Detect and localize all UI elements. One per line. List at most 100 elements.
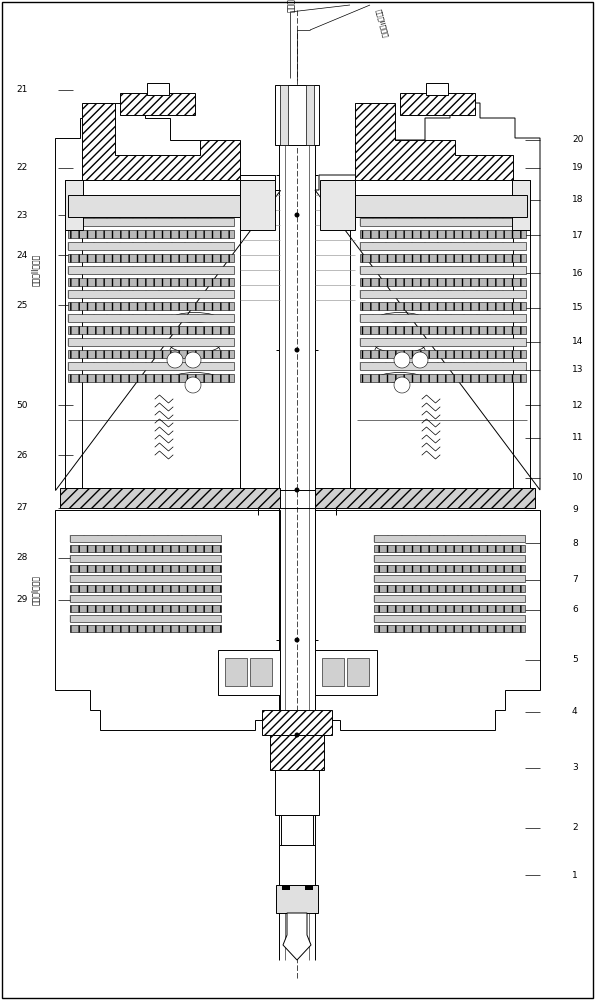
Bar xyxy=(360,290,526,298)
Bar xyxy=(320,180,355,230)
Text: 齒輪軼II內花鍵: 齒輪軼II內花鍵 xyxy=(375,8,389,38)
Text: 22: 22 xyxy=(17,163,28,172)
Text: 5: 5 xyxy=(572,656,578,664)
Text: 6: 6 xyxy=(572,605,578,614)
Bar xyxy=(70,565,221,572)
Bar xyxy=(218,650,280,695)
Text: 24: 24 xyxy=(17,250,28,259)
Text: 26: 26 xyxy=(17,450,28,460)
Circle shape xyxy=(394,377,410,393)
Bar xyxy=(374,585,525,592)
Text: 27: 27 xyxy=(17,504,28,512)
Bar xyxy=(70,615,221,622)
Bar xyxy=(279,845,315,885)
Bar xyxy=(315,488,535,508)
Bar xyxy=(262,710,332,735)
Bar xyxy=(68,254,234,262)
Text: 21: 21 xyxy=(17,86,28,95)
Bar xyxy=(282,885,290,890)
Text: 3: 3 xyxy=(572,764,578,772)
Bar xyxy=(305,885,313,890)
Bar xyxy=(360,230,526,238)
Bar xyxy=(360,218,526,226)
Text: 16: 16 xyxy=(572,268,584,277)
Text: 15: 15 xyxy=(572,304,584,312)
Bar xyxy=(68,326,234,334)
Text: 17: 17 xyxy=(572,231,584,239)
Bar xyxy=(279,85,315,960)
Bar xyxy=(68,302,234,310)
Polygon shape xyxy=(55,103,280,490)
Circle shape xyxy=(295,348,299,353)
Bar xyxy=(240,180,275,230)
Bar xyxy=(70,605,221,612)
Text: 12: 12 xyxy=(572,400,583,410)
Bar xyxy=(68,338,234,346)
Bar xyxy=(70,545,221,552)
Bar xyxy=(360,266,526,274)
Bar xyxy=(374,595,525,602)
Text: 4: 4 xyxy=(572,708,578,716)
Bar xyxy=(68,266,234,274)
Bar xyxy=(374,575,525,582)
Bar xyxy=(70,595,221,602)
Text: 10: 10 xyxy=(572,474,584,483)
Bar xyxy=(374,545,525,552)
Polygon shape xyxy=(355,103,513,180)
Polygon shape xyxy=(55,510,280,730)
Bar xyxy=(68,278,234,286)
Text: 29: 29 xyxy=(17,595,28,604)
Bar xyxy=(360,242,526,250)
Polygon shape xyxy=(82,103,240,180)
Bar xyxy=(280,85,288,145)
Bar xyxy=(347,658,369,686)
Bar xyxy=(225,658,247,686)
Bar xyxy=(68,362,234,370)
Bar xyxy=(360,326,526,334)
Bar xyxy=(360,374,526,382)
Bar xyxy=(120,93,195,115)
Polygon shape xyxy=(60,488,280,508)
Bar xyxy=(355,195,527,217)
Bar xyxy=(68,195,240,217)
Circle shape xyxy=(185,352,201,368)
Bar xyxy=(70,585,221,592)
Bar xyxy=(374,565,525,572)
Text: 齒輪軼II外花鍵: 齒輪軼II外花鍵 xyxy=(30,254,39,286)
Circle shape xyxy=(295,213,299,218)
Bar xyxy=(360,254,526,262)
Text: 25: 25 xyxy=(17,300,28,310)
Bar xyxy=(315,650,377,695)
Bar xyxy=(374,615,525,622)
Bar xyxy=(68,350,234,358)
Bar xyxy=(270,735,324,770)
Bar xyxy=(147,83,169,95)
Text: 20: 20 xyxy=(572,135,583,144)
Circle shape xyxy=(412,352,428,368)
Bar xyxy=(360,302,526,310)
Text: 齒輪軼I外花鍵: 齒輪軼I外花鍵 xyxy=(30,575,39,605)
Bar xyxy=(400,93,475,115)
Bar xyxy=(426,83,448,95)
Bar xyxy=(65,180,83,230)
Bar xyxy=(374,625,525,632)
Text: 7: 7 xyxy=(572,576,578,584)
Bar xyxy=(68,230,234,238)
Text: 28: 28 xyxy=(17,554,28,562)
Text: 齒輪軼II內花鍵: 齒輪軼II內花鍵 xyxy=(286,0,295,12)
Bar xyxy=(250,658,272,686)
Text: 14: 14 xyxy=(572,338,583,347)
Polygon shape xyxy=(315,488,535,508)
Text: 19: 19 xyxy=(572,163,584,172)
Polygon shape xyxy=(55,103,280,490)
Bar xyxy=(512,180,530,230)
Bar xyxy=(60,488,280,508)
Circle shape xyxy=(295,732,299,738)
Text: 9: 9 xyxy=(572,506,578,514)
Text: 18: 18 xyxy=(572,196,584,205)
Circle shape xyxy=(295,638,299,643)
Bar xyxy=(360,350,526,358)
Bar xyxy=(360,314,526,322)
Bar xyxy=(70,555,221,562)
Text: 13: 13 xyxy=(572,365,584,374)
